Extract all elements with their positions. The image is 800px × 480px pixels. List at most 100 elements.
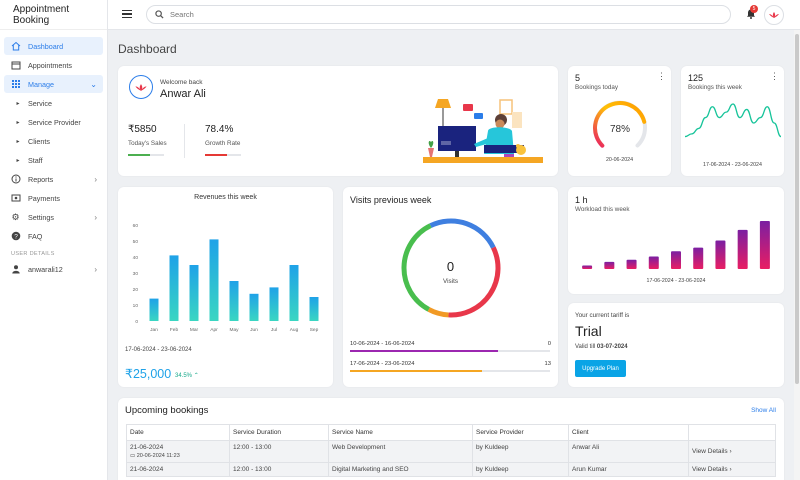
sidebar-item-label: Service — [28, 98, 52, 108]
workload-bar — [626, 259, 637, 269]
column-header — [688, 424, 776, 441]
revenue-change-value: 34.5% — [175, 373, 193, 379]
bookings-today-count: 5 — [575, 73, 581, 83]
x-tick-label: Apr — [210, 327, 218, 333]
sidebar-item-appointments[interactable]: Appointments — [4, 56, 103, 74]
bookings-today-gauge: 78% — [593, 100, 647, 148]
visits-center-label: Visits — [443, 278, 458, 285]
search-icon — [155, 10, 164, 19]
bookings-today-card: 5 Bookings today ⋮ 78% 20-06-2024 — [568, 66, 671, 176]
booking-provider: by Kuldeep — [472, 462, 569, 477]
revenue-change: 34.5% ⌃ — [175, 372, 199, 379]
revenue-card: Revenues this week 0 10 20 30 40 50 60 Jan Feb Ma… — [118, 187, 333, 387]
workload-bar — [671, 251, 681, 269]
search-box[interactable] — [146, 5, 731, 24]
notification-badge: 5 — [750, 5, 758, 13]
booking-date: 21-06-2024 — [130, 444, 164, 451]
lotus-logo-icon — [135, 83, 147, 91]
gear-icon: ⚙ — [11, 211, 20, 222]
bookings-today-label: Bookings today — [575, 84, 619, 91]
workload-bar — [737, 229, 748, 269]
tariff-label: Your current tariff is — [575, 312, 630, 319]
upgrade-plan-button[interactable]: Upgrade Plan — [575, 360, 626, 377]
sidebar-item-manage[interactable]: Manage ⌄ — [4, 75, 103, 93]
donut-slice — [429, 218, 496, 249]
bookings-week-label: Bookings this week — [688, 84, 742, 91]
revenue-bar — [269, 287, 279, 321]
sidebar-item-payments[interactable]: Payments — [4, 189, 103, 207]
revenue-bar — [169, 255, 179, 321]
donut-slice — [427, 307, 449, 318]
sidebar-item-faq[interactable]: ? FAQ — [4, 227, 103, 245]
sidebar: Appointment Booking Dashboard Appointmen… — [0, 0, 108, 480]
sidebar-item-settings[interactable]: ⚙ Settings › — [4, 208, 103, 226]
bookings-today-date: 20-06-2024 — [605, 157, 634, 163]
sales-progress — [128, 154, 164, 156]
welcome-greeting: Welcome back — [160, 79, 203, 86]
visits-donut-chart — [401, 218, 501, 318]
bookings-week-line — [685, 103, 781, 138]
booking-duration: 12:00 - 13:00 — [229, 462, 329, 477]
user-icon — [10, 264, 21, 275]
column-header: Service Duration — [229, 424, 329, 441]
sidebar-item-service-provider[interactable]: ▸ Service Provider — [4, 113, 103, 131]
more-options-icon[interactable]: ⋮ — [657, 71, 666, 81]
x-tick-label: Aug — [290, 327, 299, 333]
revenue-bar-chart: 0 10 20 30 40 50 60 Jan Feb Mar Apr May Jun Jul Aug Sep — [133, 223, 319, 333]
visits-card: Visits previous week 0 Visits 10-06-2024… — [343, 187, 558, 387]
upcoming-title: Upcoming bookings — [125, 405, 209, 416]
view-details-link[interactable]: View Details › — [688, 440, 776, 463]
revenue-bar — [229, 281, 239, 321]
booking-created: ▭ 20-06-2024 11:23 — [130, 453, 226, 459]
search-input[interactable] — [170, 10, 690, 19]
help-icon: ? — [10, 231, 21, 242]
y-tick-label: 40 — [133, 255, 139, 261]
sidebar-item-clients[interactable]: ▸ Clients — [4, 132, 103, 150]
booking-client[interactable]: Arun Kumar — [568, 462, 689, 477]
column-header: Service Provider — [472, 424, 569, 441]
bookings-week-line-chart — [685, 103, 781, 138]
sidebar-item-staff[interactable]: ▸ Staff — [4, 151, 103, 169]
column-header: Date — [126, 424, 230, 441]
chevron-right-icon: › — [729, 466, 732, 473]
sales-value: ₹5850 — [128, 124, 157, 135]
booking-client[interactable]: Anwar Ali — [568, 440, 689, 463]
sidebar-item-label: Manage — [28, 79, 54, 89]
booking-date: 21-06-2024 — [126, 462, 230, 477]
svg-text:?: ? — [14, 233, 18, 240]
more-options-icon[interactable]: ⋮ — [770, 71, 779, 81]
gauge-percent: 78% — [610, 124, 630, 135]
sidebar-item-user[interactable]: anwarali12 › — [4, 260, 103, 278]
menu-icon[interactable] — [122, 10, 132, 18]
calendar-icon — [10, 60, 21, 71]
x-tick-label: May — [229, 327, 239, 333]
tariff-valid-prefix: Valid till — [575, 344, 596, 350]
visits-row-2-range: 17-06-2024 - 23-06-2024 — [350, 361, 415, 367]
growth-value: 78.4% — [205, 124, 234, 135]
revenue-bar — [209, 239, 219, 321]
visits-row-2-bar — [350, 370, 550, 372]
sidebar-item-service[interactable]: ▸ Service — [4, 94, 103, 112]
workload-card: 1 h Workload this week 17-06-2024 - 23-0… — [568, 187, 784, 294]
donut-slice — [448, 246, 501, 318]
avatar — [129, 75, 153, 99]
show-all-link[interactable]: Show All — [751, 407, 776, 414]
growth-progress — [205, 154, 241, 156]
revenue-range: 17-06-2024 - 23-06-2024 — [125, 347, 192, 353]
x-tick-label: Jun — [250, 327, 258, 333]
scrollbar[interactable] — [794, 30, 800, 480]
visits-row-1-bar — [350, 350, 550, 352]
sidebar-item-label: Appointments — [28, 60, 72, 70]
avatar[interactable] — [764, 5, 784, 25]
grid-icon — [10, 79, 21, 90]
tariff-valid-date: 03-07-2024 — [596, 344, 628, 350]
y-tick-label: 10 — [133, 303, 139, 309]
view-details-label: View Details — [692, 466, 728, 473]
sidebar-item-label: Staff — [28, 155, 43, 165]
view-details-link[interactable]: View Details › — [688, 462, 776, 477]
user-name: Anwar Ali — [160, 88, 206, 100]
sidebar-item-dashboard[interactable]: Dashboard — [4, 37, 103, 55]
workload-bar — [693, 247, 704, 269]
page-title: Dashboard — [118, 42, 177, 56]
sidebar-item-reports[interactable]: Reports › — [4, 170, 103, 188]
